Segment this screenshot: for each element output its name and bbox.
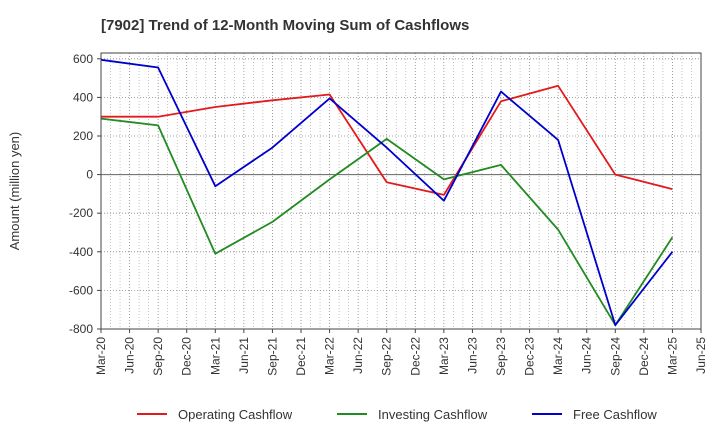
x-tick-label: Jun-24 bbox=[580, 337, 594, 374]
x-tick-label: Jun-25 bbox=[694, 337, 708, 374]
y-tick-label: -600 bbox=[69, 283, 93, 297]
plot-frame bbox=[100, 52, 702, 330]
legend-label: Free Cashflow bbox=[573, 407, 657, 422]
y-tick-label: -800 bbox=[69, 322, 93, 336]
legend-label: Operating Cashflow bbox=[178, 407, 293, 422]
x-tick-label: Dec-22 bbox=[408, 337, 422, 376]
x-tick-label: Mar-22 bbox=[323, 337, 337, 375]
y-axis-label: Amount (million yen) bbox=[7, 132, 22, 251]
series-line-operating-cashflow bbox=[101, 84, 673, 196]
series-line-free-cashflow bbox=[100, 58, 674, 327]
series-lines bbox=[100, 58, 674, 327]
y-tick-label: 600 bbox=[73, 52, 93, 66]
y-tick-label: -200 bbox=[69, 206, 93, 220]
x-tick-label: Dec-20 bbox=[180, 337, 194, 376]
x-tick-label: Sep-24 bbox=[608, 337, 622, 376]
x-tick-label: Sep-22 bbox=[380, 337, 394, 376]
x-tick-label: Mar-24 bbox=[551, 337, 565, 375]
grid bbox=[100, 53, 702, 330]
x-tick-labels: Mar-20 Jun-20 Sep-20 Dec-20 Mar-21 Jun-21 Sep-… bbox=[94, 329, 708, 376]
x-tick-label: Sep-23 bbox=[494, 337, 508, 376]
x-tick-label: Dec-21 bbox=[294, 337, 308, 376]
chart-title: [7902] Trend of 12-Month Moving Sum of C… bbox=[101, 17, 469, 34]
x-tick-label: Mar-23 bbox=[437, 337, 451, 375]
x-tick-label: Sep-20 bbox=[151, 337, 165, 376]
y-tick-labels: -800 -600 -400 -200 0 200 400 600 bbox=[69, 52, 101, 336]
x-tick-label: Dec-24 bbox=[637, 337, 651, 376]
x-tick-label: Jun-22 bbox=[351, 337, 365, 374]
legend-label: Investing Cashflow bbox=[378, 407, 488, 422]
x-tick-label: Mar-21 bbox=[208, 337, 222, 375]
x-tick-label: Sep-21 bbox=[265, 337, 279, 376]
series-line-investing-cashflow bbox=[100, 117, 674, 327]
y-tick-label: 200 bbox=[73, 129, 93, 143]
x-tick-label: Dec-23 bbox=[523, 337, 537, 376]
x-tick-label: Jun-20 bbox=[123, 337, 137, 374]
x-tick-label: Mar-25 bbox=[665, 337, 679, 375]
legend: Operating Cashflow Investing Cashflow Free… bbox=[137, 407, 657, 422]
x-tick-label: Mar-20 bbox=[94, 337, 108, 375]
x-tick-label: Jun-23 bbox=[465, 337, 479, 374]
x-tick-label: Jun-21 bbox=[237, 337, 251, 374]
y-tick-label: 400 bbox=[73, 90, 93, 104]
y-tick-label: 0 bbox=[86, 168, 93, 182]
y-tick-label: -400 bbox=[69, 245, 93, 259]
